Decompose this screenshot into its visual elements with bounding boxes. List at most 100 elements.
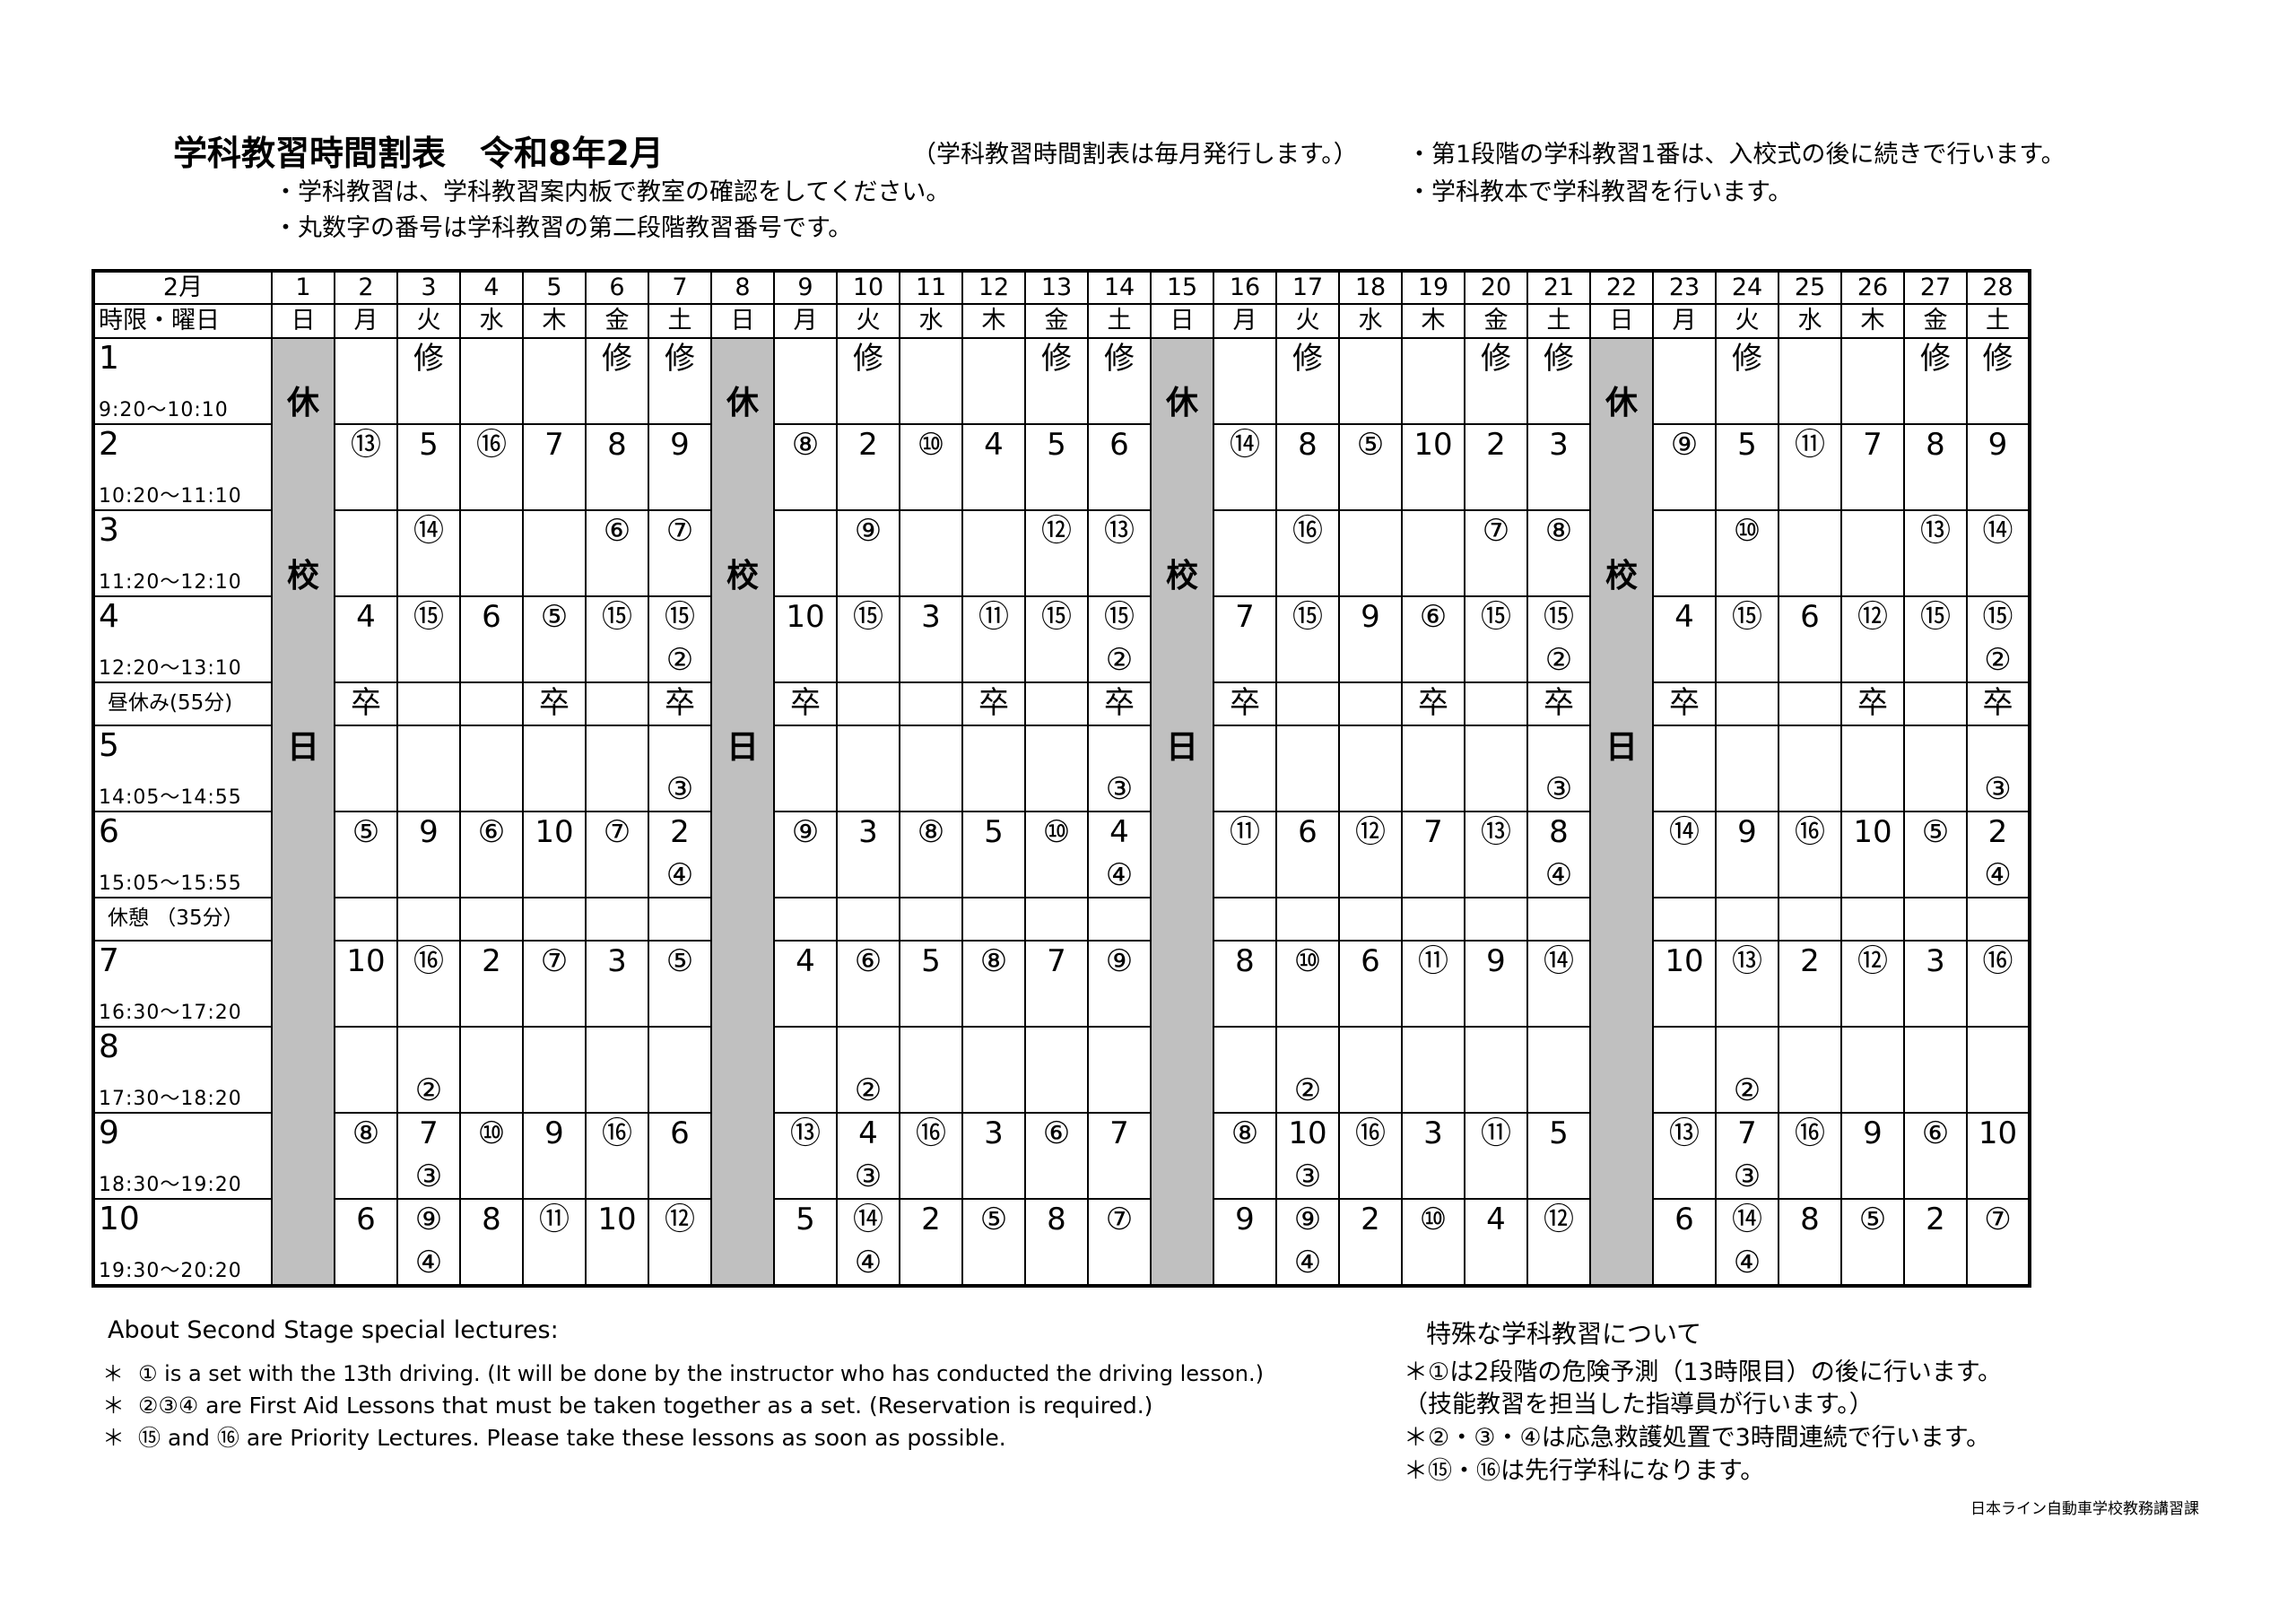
lesson-cell: 7 [1024, 940, 1089, 1028]
day-header: 9 [773, 270, 838, 305]
lesson-number: 9 [1987, 427, 2008, 463]
day-header: 12 [961, 270, 1026, 305]
period-label: 4 12:20～13:10 [92, 595, 273, 683]
lesson-cell: 修 [1024, 337, 1089, 425]
lesson-cell: ⑭ [1966, 509, 2031, 597]
lesson-cell: ⑤ [648, 940, 712, 1028]
lesson-cell: 5 [1024, 423, 1089, 511]
lesson-cell [1652, 337, 1717, 425]
lesson-cell: ⑬ [1652, 1112, 1717, 1200]
weekday-header: 月 [334, 303, 398, 339]
header-row-weekdays: 時限・曜日日月火水木金土日月火水木金土日月火水木金土日月火水木金土 [92, 303, 2031, 339]
day-header: 14 [1087, 270, 1152, 305]
lesson-cell: 8 [1903, 423, 1968, 511]
lesson-number: ⑤ [979, 1202, 1008, 1237]
closed-label: 校 [726, 558, 759, 595]
lesson-cell [1275, 681, 1340, 726]
lesson-number: 2 [482, 943, 501, 979]
lesson-cell [1903, 897, 1968, 942]
lesson-number-second: ④ [414, 1245, 443, 1280]
lesson-number: 5 [1549, 1115, 1569, 1151]
lesson-cell [1715, 725, 1779, 812]
lesson-cell: 修 [1464, 337, 1528, 425]
lesson-number: 2 [921, 1202, 941, 1237]
lesson-number: 修 [602, 341, 632, 377]
lesson-number: 8 [1926, 427, 1945, 463]
lesson-cell: ⑦ [1966, 1198, 2031, 1287]
day-header: 1 [271, 270, 335, 305]
lesson-number: 2 [1800, 943, 1820, 979]
day-header: 17 [1275, 270, 1340, 305]
lesson-cell: 7 [1840, 423, 1905, 511]
lesson-cell: 6 [1778, 595, 1842, 683]
closed-label: 校 [286, 558, 319, 595]
lesson-cell: 5 [961, 811, 1026, 898]
weekday-header: 月 [1652, 303, 1717, 339]
lesson-number: 10 [346, 943, 386, 979]
lesson-number-second: ② [854, 1072, 883, 1108]
period-day-label: 時限・曜日 [92, 303, 273, 339]
lesson-number: 8 [607, 427, 627, 463]
lesson-cell [1903, 681, 1968, 726]
lesson-cell: 10 [1652, 940, 1717, 1028]
weekday-header: 水 [1778, 303, 1842, 339]
lesson-cell [1213, 1026, 1277, 1114]
lesson-cell: ② [1275, 1026, 1340, 1114]
lesson-cell [648, 1026, 712, 1114]
period-number: 10 [99, 1201, 140, 1237]
lesson-number: 9 [1361, 599, 1380, 635]
lesson-cell: ⑥ [836, 940, 900, 1028]
lesson-number-second: ④ [1544, 857, 1573, 893]
lesson-cell [648, 897, 712, 942]
lesson-number: 10 [1413, 427, 1453, 463]
lesson-cell: ⑧ [961, 940, 1026, 1028]
period-number: 3 [99, 512, 119, 549]
lesson-cell: 修 [396, 337, 461, 425]
lesson-number: ⑪ [539, 1202, 570, 1237]
lesson-cell: ⑯ [1778, 811, 1842, 898]
lesson-number: 10 [1978, 1115, 2018, 1151]
lesson-number: 7 [1235, 599, 1255, 635]
lesson-cell: ⑩ [1715, 509, 1779, 597]
lesson-cell: 修 [1715, 337, 1779, 425]
lesson-cell: 5 [773, 1198, 838, 1287]
lesson-cell: ⑨ [1652, 423, 1717, 511]
lesson-cell: 3 [1903, 940, 1968, 1028]
lesson-cell: 10 [1966, 1112, 2031, 1200]
lesson-number-second: ② [414, 1072, 443, 1108]
lesson-number: ⑧ [1231, 1115, 1259, 1151]
lesson-cell: ⑮ [1275, 595, 1340, 683]
day-header: 2 [334, 270, 398, 305]
lesson-number: ⑯ [1795, 814, 1825, 850]
lesson-number: ⑤ [352, 814, 380, 850]
lesson-number: ⑮ [1481, 599, 1511, 635]
weekday-header: 金 [1903, 303, 1968, 339]
lesson-cell [836, 897, 900, 942]
lesson-cell: ⑬ [1087, 509, 1152, 597]
lesson-cell: ⑯ [585, 1112, 649, 1200]
weekday-header: 水 [899, 303, 963, 339]
lesson-cell: 卒 [522, 681, 587, 726]
lesson-cell [334, 509, 398, 597]
lesson-cell [522, 725, 587, 812]
english-note-1: ＊ ① is a set with the 13th driving. (It w… [102, 1356, 1264, 1387]
lesson-cell: ⑤ [522, 595, 587, 683]
weekday-header: 金 [1464, 303, 1528, 339]
lesson-number: 8 [1298, 427, 1318, 463]
lesson-number: 9 [1486, 943, 1506, 979]
lesson-number: ⑮ [1292, 599, 1323, 635]
lesson-number: 4 [796, 943, 815, 979]
closed-label: 休 [1605, 385, 1638, 421]
period-time: 15:05～15:55 [99, 872, 242, 895]
lesson-cell: 3 [961, 1112, 1026, 1200]
lesson-number: ⑮ [1544, 599, 1574, 635]
lesson-cell: ⑩ [1024, 811, 1089, 898]
lesson-cell: 8 [459, 1198, 524, 1287]
footer-department: 日本ライン自動車学校教務講習課 [1970, 1500, 2199, 1518]
period-time: 9:20～10:10 [99, 399, 229, 421]
lesson-cell: 修 [836, 337, 900, 425]
